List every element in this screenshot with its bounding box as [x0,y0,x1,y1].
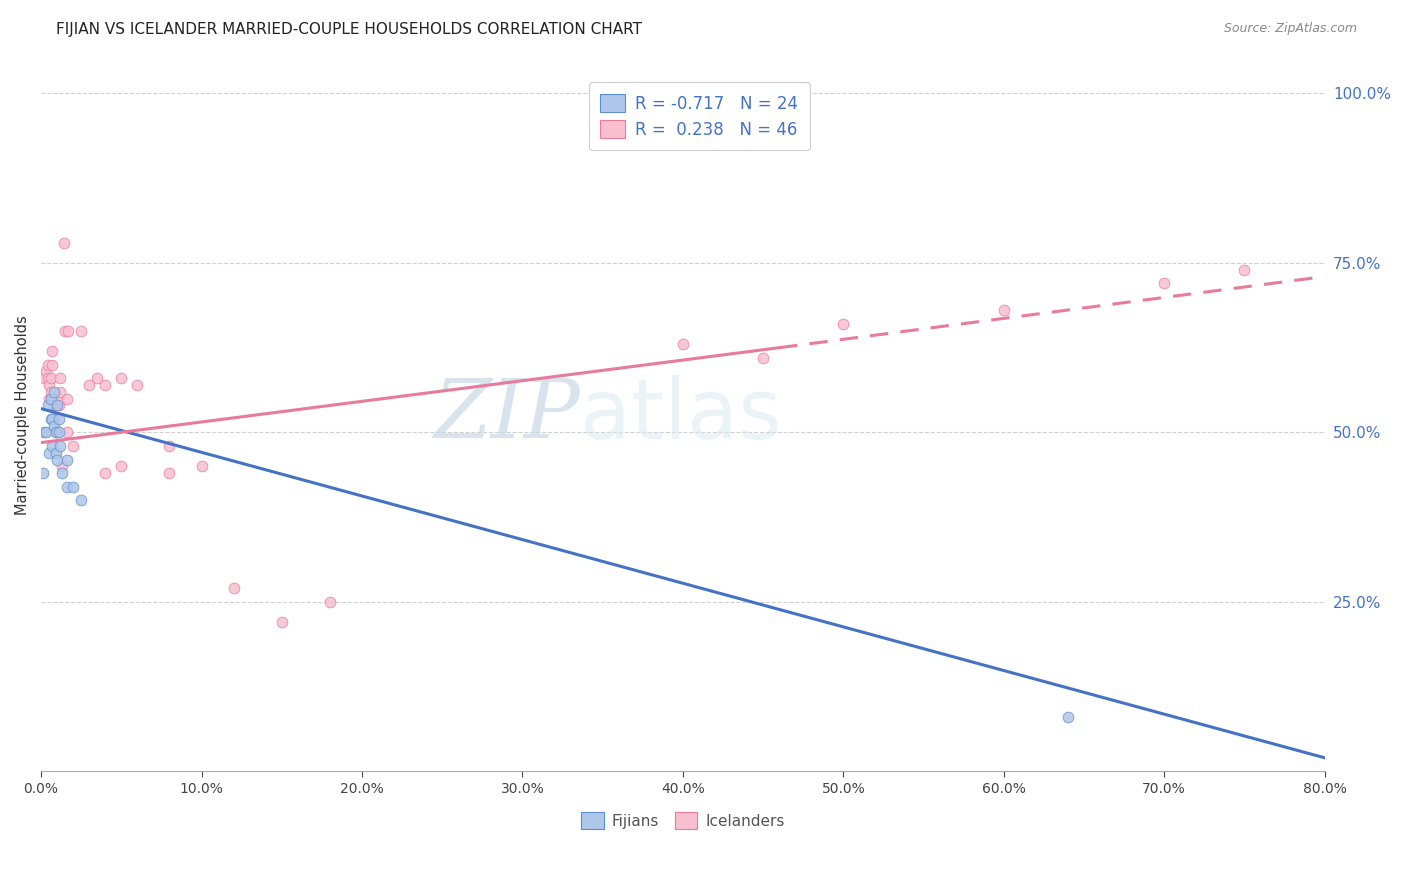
Point [832,317,855,331]
Point [34,371,56,385]
Point [39,384,62,399]
Point [34,425,56,440]
Point [35,364,58,378]
Text: FIJIAN VS ICELANDER MARRIED-COUPLE HOUSEHOLDS CORRELATION CHART: FIJIAN VS ICELANDER MARRIED-COUPLE HOUSE… [56,22,643,37]
Point [77,378,100,392]
Point [38,392,60,406]
Point [51,466,73,480]
Point [42,418,65,433]
Point [62,480,84,494]
Point [48,398,70,412]
Point [190,459,212,474]
Point [39,392,62,406]
Point [39,412,62,426]
Point [35,425,58,440]
Point [1233,262,1256,277]
Point [39,371,62,385]
Point [319,595,342,609]
Point [41,344,63,359]
Point [52,235,75,250]
Legend: Fijians, Icelanders: Fijians, Icelanders [575,806,790,835]
Text: atlas: atlas [581,375,782,456]
Point [58,324,80,338]
Point [49,371,72,385]
Point [41,358,63,372]
Point [159,466,181,480]
Point [38,378,60,392]
Point [37,358,59,372]
Point [672,337,695,351]
Point [1057,710,1080,724]
Text: Source: ZipAtlas.com: Source: ZipAtlas.com [1223,22,1357,36]
Point [45,425,67,440]
Point [38,446,60,460]
Point [45,425,67,440]
Point [48,425,70,440]
Point [55,480,77,494]
Point [31,466,53,480]
Point [46,425,69,440]
Point [49,439,72,453]
Point [42,412,65,426]
Point [41,412,63,426]
Point [993,303,1015,318]
Point [49,384,72,399]
Point [46,452,69,467]
Point [48,412,70,426]
Point [1153,277,1175,291]
Point [222,582,245,596]
Point [46,398,69,412]
Text: ZIP: ZIP [433,376,581,456]
Point [94,378,117,392]
Point [46,398,69,412]
Point [41,439,63,453]
Point [110,371,132,385]
Point [42,398,65,412]
Point [37,398,59,412]
Point [48,392,70,406]
Y-axis label: Married-couple Households: Married-couple Households [15,316,30,516]
Point [127,378,149,392]
Point [53,324,76,338]
Point [55,392,77,406]
Point [55,452,77,467]
Point [55,425,77,440]
Point [62,439,84,453]
Point [94,466,117,480]
Point [270,615,292,630]
Point [51,459,73,474]
Point [159,439,181,453]
Point [86,371,108,385]
Point [70,324,93,338]
Point [45,446,67,460]
Point [37,371,59,385]
Point [70,493,93,508]
Point [752,351,775,365]
Point [42,384,65,399]
Point [110,459,132,474]
